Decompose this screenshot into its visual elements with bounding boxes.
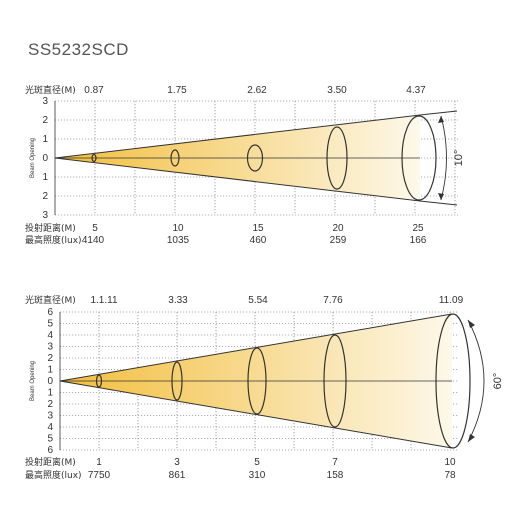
spot-ellipse — [246, 144, 264, 172]
spot-diameter-label: 光斑直径(M) — [25, 294, 76, 306]
y-tick: 2 — [42, 115, 48, 126]
y-tick: 3 — [42, 96, 48, 107]
lux-value: 861 — [169, 470, 186, 481]
distance-value: 3 — [174, 457, 180, 468]
spot-ellipse — [401, 115, 437, 201]
lux-value: 4140 — [82, 235, 105, 246]
spot-value: 1.75 — [167, 85, 187, 96]
spot-ellipse — [171, 361, 183, 401]
spot-value: 0.87 — [84, 85, 104, 96]
y-tick: 4 — [47, 330, 53, 341]
distance-value: 10 — [172, 223, 184, 234]
illuminance-label: 最高照度(lux) — [25, 469, 82, 481]
angle-indicator — [467, 319, 485, 443]
spot-ellipse — [435, 313, 471, 449]
lux-value: 7750 — [88, 470, 111, 481]
y-tick: 1 — [47, 365, 53, 376]
lux-value: 259 — [330, 235, 347, 246]
spot-ellipse — [323, 334, 347, 428]
beam-edge — [59, 380, 453, 449]
distance-value: 1 — [96, 457, 102, 468]
spot-value: 5.54 — [248, 295, 268, 306]
y-tick: 1 — [42, 172, 48, 183]
beam-opening-label: Beam Opening — [30, 361, 36, 401]
spot-ellipse — [95, 374, 103, 388]
spot-diameter-label: 光斑直径(M) — [25, 84, 76, 96]
distance-value: 7 — [332, 457, 338, 468]
spot-value: 11.09 — [439, 295, 464, 306]
spot-value: 1.1.11 — [90, 295, 117, 306]
y-tick: 0 — [47, 376, 53, 387]
distance-value: 10 — [444, 457, 456, 468]
y-tick: 2 — [42, 191, 48, 202]
lux-value: 460 — [250, 235, 267, 246]
y-tick: 5 — [47, 319, 53, 330]
beam-edge — [54, 114, 421, 159]
distance-label: 投射距离(M) — [25, 222, 76, 234]
distance-value: 5 — [254, 457, 260, 468]
spot-value: 3.33 — [168, 295, 188, 306]
beam-angle: 10° — [453, 150, 465, 167]
beam-chart-10deg: 光斑直径(M) 0.87 1.75 2.62 3.50 4.37 — [25, 84, 465, 246]
y-tick: 3 — [47, 342, 53, 353]
spot-value: 3.50 — [327, 85, 347, 96]
spot-ellipse — [247, 347, 267, 415]
y-tick: 0 — [42, 153, 48, 164]
y-tick: 4 — [47, 422, 53, 433]
distance-value: 15 — [252, 223, 264, 234]
lux-value: 1035 — [167, 235, 190, 246]
beam-edge — [59, 313, 453, 382]
illuminance-label: 最高照度(lux) — [25, 234, 82, 246]
distance-label: 投射距离(M) — [25, 456, 76, 468]
y-tick: 2 — [47, 353, 53, 364]
spot-ellipse — [170, 149, 180, 167]
lux-value: 166 — [410, 235, 427, 246]
spot-ellipse — [91, 153, 97, 163]
lux-value: 78 — [444, 470, 456, 481]
beam-chart-60deg: 光斑直径(M) 1.1.11 3.33 5.54 7.76 11.09 — [25, 294, 504, 481]
distance-value: 20 — [332, 223, 344, 234]
page-title: SS5232SCD — [28, 40, 129, 59]
y-tick: 1 — [47, 388, 53, 399]
y-tick: 5 — [47, 434, 53, 445]
y-tick: 6 — [47, 307, 53, 318]
beam-edge — [54, 157, 421, 202]
y-tick: 3 — [42, 210, 48, 221]
y-tick: 3 — [47, 411, 53, 422]
beam-angle: 60° — [492, 373, 504, 390]
angle-indicator — [419, 110, 458, 206]
lux-value: 158 — [327, 470, 344, 481]
distance-value: 5 — [92, 223, 98, 234]
y-tick: 2 — [47, 399, 53, 410]
y-tick: 1 — [42, 134, 48, 145]
beam-opening-label: Beam Opening — [30, 138, 36, 178]
distance-value: 25 — [412, 223, 424, 234]
spot-value: 7.76 — [323, 295, 343, 306]
lux-value: 310 — [249, 470, 266, 481]
y-tick: 6 — [47, 445, 53, 456]
spot-value: 2.62 — [247, 85, 267, 96]
spot-value: 4.37 — [406, 85, 426, 96]
spot-ellipse — [326, 126, 348, 190]
